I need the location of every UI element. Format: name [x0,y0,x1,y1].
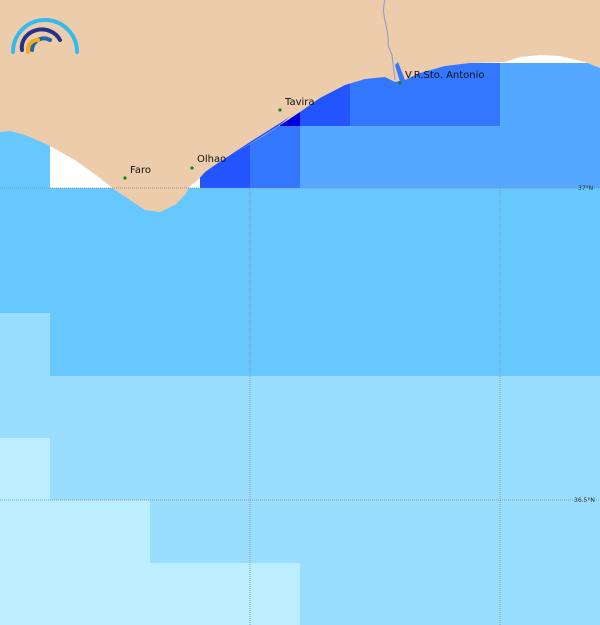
lagoon [205,115,292,172]
town-markers [123,81,402,180]
town-label-tavira: Tavira [284,97,315,108]
town-marker-olhao [190,166,194,170]
sea-cell [0,500,150,625]
graticule [0,187,600,625]
town-marker-faro [123,176,127,180]
sea-cell [50,313,600,376]
town-label-vrsa: V.R.Sto. Antonio [405,70,485,81]
sea-cell [150,500,300,563]
sea-cell [500,63,600,188]
sea-cell [50,376,600,500]
lat-label-37: 37°N [578,185,593,192]
river [383,0,396,81]
logo [11,18,79,54]
sea-cell [0,438,50,500]
sea-cell [300,126,500,188]
town-label-olhao: Olhao [197,154,226,165]
town-marker-tavira [278,108,282,112]
sea-cells [0,63,600,625]
town-marker-vrsa [398,81,402,85]
land-mass [0,0,600,212]
estuary [395,62,405,82]
town-label-faro: Faro [130,165,151,176]
lat-label-36-5: 36.5°N [574,497,595,504]
sea-cell [150,563,300,625]
sea-cell [0,313,50,438]
sea-cell [0,188,600,313]
sea-cell [300,500,600,625]
